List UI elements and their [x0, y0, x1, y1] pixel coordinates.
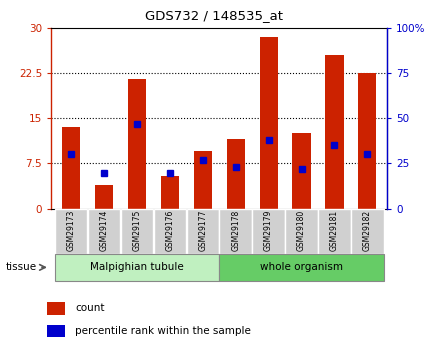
Text: GSM29174: GSM29174	[99, 210, 109, 252]
Text: GSM29177: GSM29177	[198, 210, 207, 252]
Text: percentile rank within the sample: percentile rank within the sample	[75, 326, 251, 336]
Text: GDS732 / 148535_at: GDS732 / 148535_at	[145, 9, 283, 22]
Bar	[95, 185, 113, 209]
Bar	[47, 325, 65, 337]
FancyBboxPatch shape	[121, 209, 153, 254]
Text: GSM29175: GSM29175	[132, 210, 142, 252]
Text: tissue: tissue	[5, 263, 36, 272]
Text: GSM29182: GSM29182	[363, 210, 372, 251]
Text: GSM29181: GSM29181	[330, 210, 339, 251]
FancyBboxPatch shape	[186, 209, 219, 254]
FancyBboxPatch shape	[55, 254, 219, 281]
FancyBboxPatch shape	[88, 209, 120, 254]
FancyBboxPatch shape	[154, 209, 186, 254]
Text: GSM29176: GSM29176	[165, 210, 174, 252]
Text: whole organism: whole organism	[260, 263, 343, 272]
FancyBboxPatch shape	[318, 209, 351, 254]
FancyBboxPatch shape	[219, 209, 252, 254]
FancyBboxPatch shape	[219, 254, 384, 281]
Bar	[47, 302, 65, 315]
Bar	[358, 73, 376, 209]
FancyBboxPatch shape	[252, 209, 285, 254]
FancyBboxPatch shape	[285, 209, 318, 254]
Bar	[62, 127, 80, 209]
Bar	[259, 37, 278, 209]
Text: GSM29180: GSM29180	[297, 210, 306, 251]
FancyBboxPatch shape	[55, 209, 87, 254]
Bar	[194, 151, 212, 209]
Bar	[227, 139, 245, 209]
Text: Malpighian tubule: Malpighian tubule	[90, 263, 184, 272]
FancyBboxPatch shape	[351, 209, 384, 254]
Text: GSM29173: GSM29173	[66, 210, 76, 252]
Text: GSM29179: GSM29179	[264, 210, 273, 252]
Text: count: count	[75, 303, 105, 313]
Bar	[325, 55, 344, 209]
Bar	[128, 79, 146, 209]
Bar	[161, 176, 179, 209]
Bar	[292, 133, 311, 209]
Text: GSM29178: GSM29178	[231, 210, 240, 251]
